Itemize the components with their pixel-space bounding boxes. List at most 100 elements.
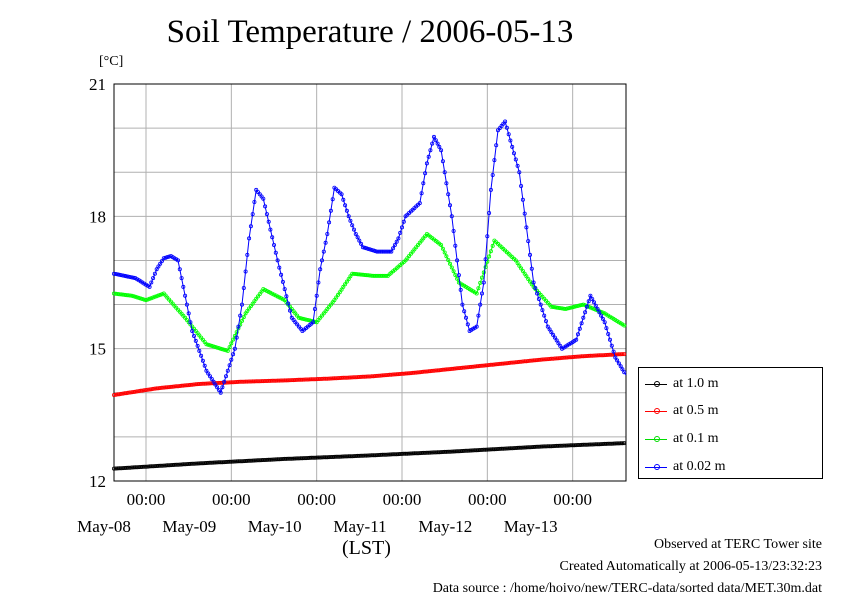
x-tick-time-1: 00:00 [212, 490, 251, 509]
data-point-at-0-1-m [366, 273, 371, 278]
y-axis-unit-label: [°C] [99, 54, 124, 69]
data-point-at-0-02-m [515, 163, 520, 168]
data-point-at-0-02-m [193, 338, 198, 343]
data-point-at-0-02-m [517, 170, 522, 175]
data-point-at-1-0-m [533, 444, 538, 449]
data-point-at-0-1-m [453, 272, 458, 277]
data-point-at-0-5-m [151, 386, 156, 391]
data-point-at-1-0-m [597, 442, 602, 447]
data-point-at-0-02-m [321, 249, 326, 254]
data-point-at-1-0-m [245, 458, 250, 463]
data-point-at-1-0-m [519, 445, 524, 450]
data-point-at-0-02-m [483, 257, 488, 262]
data-point-at-0-5-m [350, 375, 355, 380]
data-point-at-0-5-m [117, 392, 122, 397]
data-point-at-0-1-m [231, 337, 236, 342]
data-point-at-0-02-m [209, 376, 214, 381]
data-point-at-0-5-m [286, 378, 291, 383]
data-point-at-0-5-m [494, 362, 499, 367]
data-point-at-1-0-m [263, 457, 268, 462]
data-point-at-0-5-m [444, 367, 449, 372]
data-point-at-0-5-m [268, 378, 273, 383]
data-point-at-0-1-m [156, 293, 161, 298]
data-point-at-0-02-m [481, 280, 486, 285]
data-point-at-0-02-m [232, 346, 237, 351]
data-point-at-0-02-m [186, 311, 191, 316]
data-point-at-1-0-m [444, 449, 449, 454]
footer-source: Data source : /home/hoivo/new/TERC-data/… [432, 581, 822, 596]
data-point-at-0-02-m [600, 316, 605, 321]
data-point-at-0-5-m [366, 374, 371, 379]
data-point-at-1-0-m [206, 460, 211, 465]
legend-swatch-0-1m [645, 434, 667, 444]
legend-swatch-0-02m [645, 462, 667, 472]
series-line-at-0-02-m [113, 120, 627, 394]
data-point-at-0-02-m [339, 192, 344, 197]
data-point-at-0-02-m [506, 132, 511, 137]
legend-swatch-1-0m [645, 379, 667, 389]
data-point-at-0-02-m [574, 337, 579, 342]
data-point-at-1-0-m [383, 452, 388, 457]
data-point-at-1-0-m [215, 460, 220, 465]
data-point-at-1-0-m [124, 465, 129, 470]
data-point-at-1-0-m [197, 461, 202, 466]
data-point-at-0-1-m [563, 306, 568, 311]
data-point-at-0-5-m [519, 359, 524, 364]
data-point-at-1-0-m [471, 448, 476, 453]
data-point-at-0-1-m [567, 306, 572, 311]
series-line-at-0-1-m [113, 233, 627, 352]
data-point-at-0-5-m [175, 384, 180, 389]
data-point-at-0-1-m [524, 274, 529, 279]
data-point-at-0-5-m [135, 389, 140, 394]
data-point-at-0-1-m [112, 291, 117, 296]
data-point-at-0-5-m [407, 371, 412, 376]
data-point-at-0-02-m [492, 158, 497, 163]
data-point-at-0-5-m [565, 355, 570, 360]
data-point-at-0-02-m [250, 212, 255, 217]
data-point-at-0-5-m [252, 379, 257, 384]
data-point-at-0-02-m [456, 273, 461, 278]
data-point-at-0-02-m [364, 246, 369, 251]
data-point-at-0-02-m [547, 327, 552, 332]
data-point-at-0-02-m [401, 219, 406, 224]
data-point-at-1-0-m [430, 450, 435, 455]
data-point-at-0-02-m [158, 261, 163, 266]
data-point-at-0-02-m [191, 333, 196, 338]
data-point-at-1-0-m [528, 445, 533, 450]
data-point-at-0-1-m [478, 280, 483, 285]
data-point-at-1-0-m [592, 442, 597, 447]
data-point-at-1-0-m [343, 454, 348, 459]
data-point-at-0-02-m [243, 269, 248, 274]
data-point-at-1-0-m [508, 446, 513, 451]
data-point-at-0-02-m [360, 245, 365, 250]
data-point-at-1-0-m [599, 442, 604, 447]
data-point-at-0-5-m [375, 373, 380, 378]
data-point-at-1-0-m [492, 447, 497, 452]
data-point-at-0-5-m [380, 373, 385, 378]
data-point-at-0-02-m [229, 357, 234, 362]
data-point-at-0-1-m [339, 287, 344, 292]
data-point-at-1-0-m [254, 458, 259, 463]
data-point-at-0-02-m [485, 234, 490, 239]
data-point-at-0-02-m [156, 264, 161, 269]
data-point-at-0-02-m [615, 358, 620, 363]
data-point-at-0-1-m [234, 330, 239, 335]
data-point-at-0-5-m [204, 381, 209, 386]
data-point-at-0-02-m [252, 199, 257, 204]
data-point-at-1-0-m [181, 462, 186, 467]
data-point-at-0-1-m [449, 265, 454, 270]
data-point-at-0-02-m [449, 214, 454, 219]
data-point-at-0-02-m [277, 265, 282, 270]
data-point-at-0-1-m [215, 345, 220, 350]
data-point-at-1-0-m [375, 453, 380, 458]
data-point-at-1-0-m [351, 454, 356, 459]
data-point-at-0-5-m [183, 383, 188, 388]
data-point-at-0-02-m [188, 320, 193, 325]
data-point-at-1-0-m [190, 461, 195, 466]
data-point-at-0-02-m [387, 249, 392, 254]
data-point-at-1-0-m [156, 463, 161, 468]
data-point-at-0-5-m [277, 378, 282, 383]
data-point-at-0-02-m [183, 293, 188, 298]
data-point-at-0-02-m [399, 225, 404, 230]
data-point-at-0-02-m [428, 148, 433, 153]
